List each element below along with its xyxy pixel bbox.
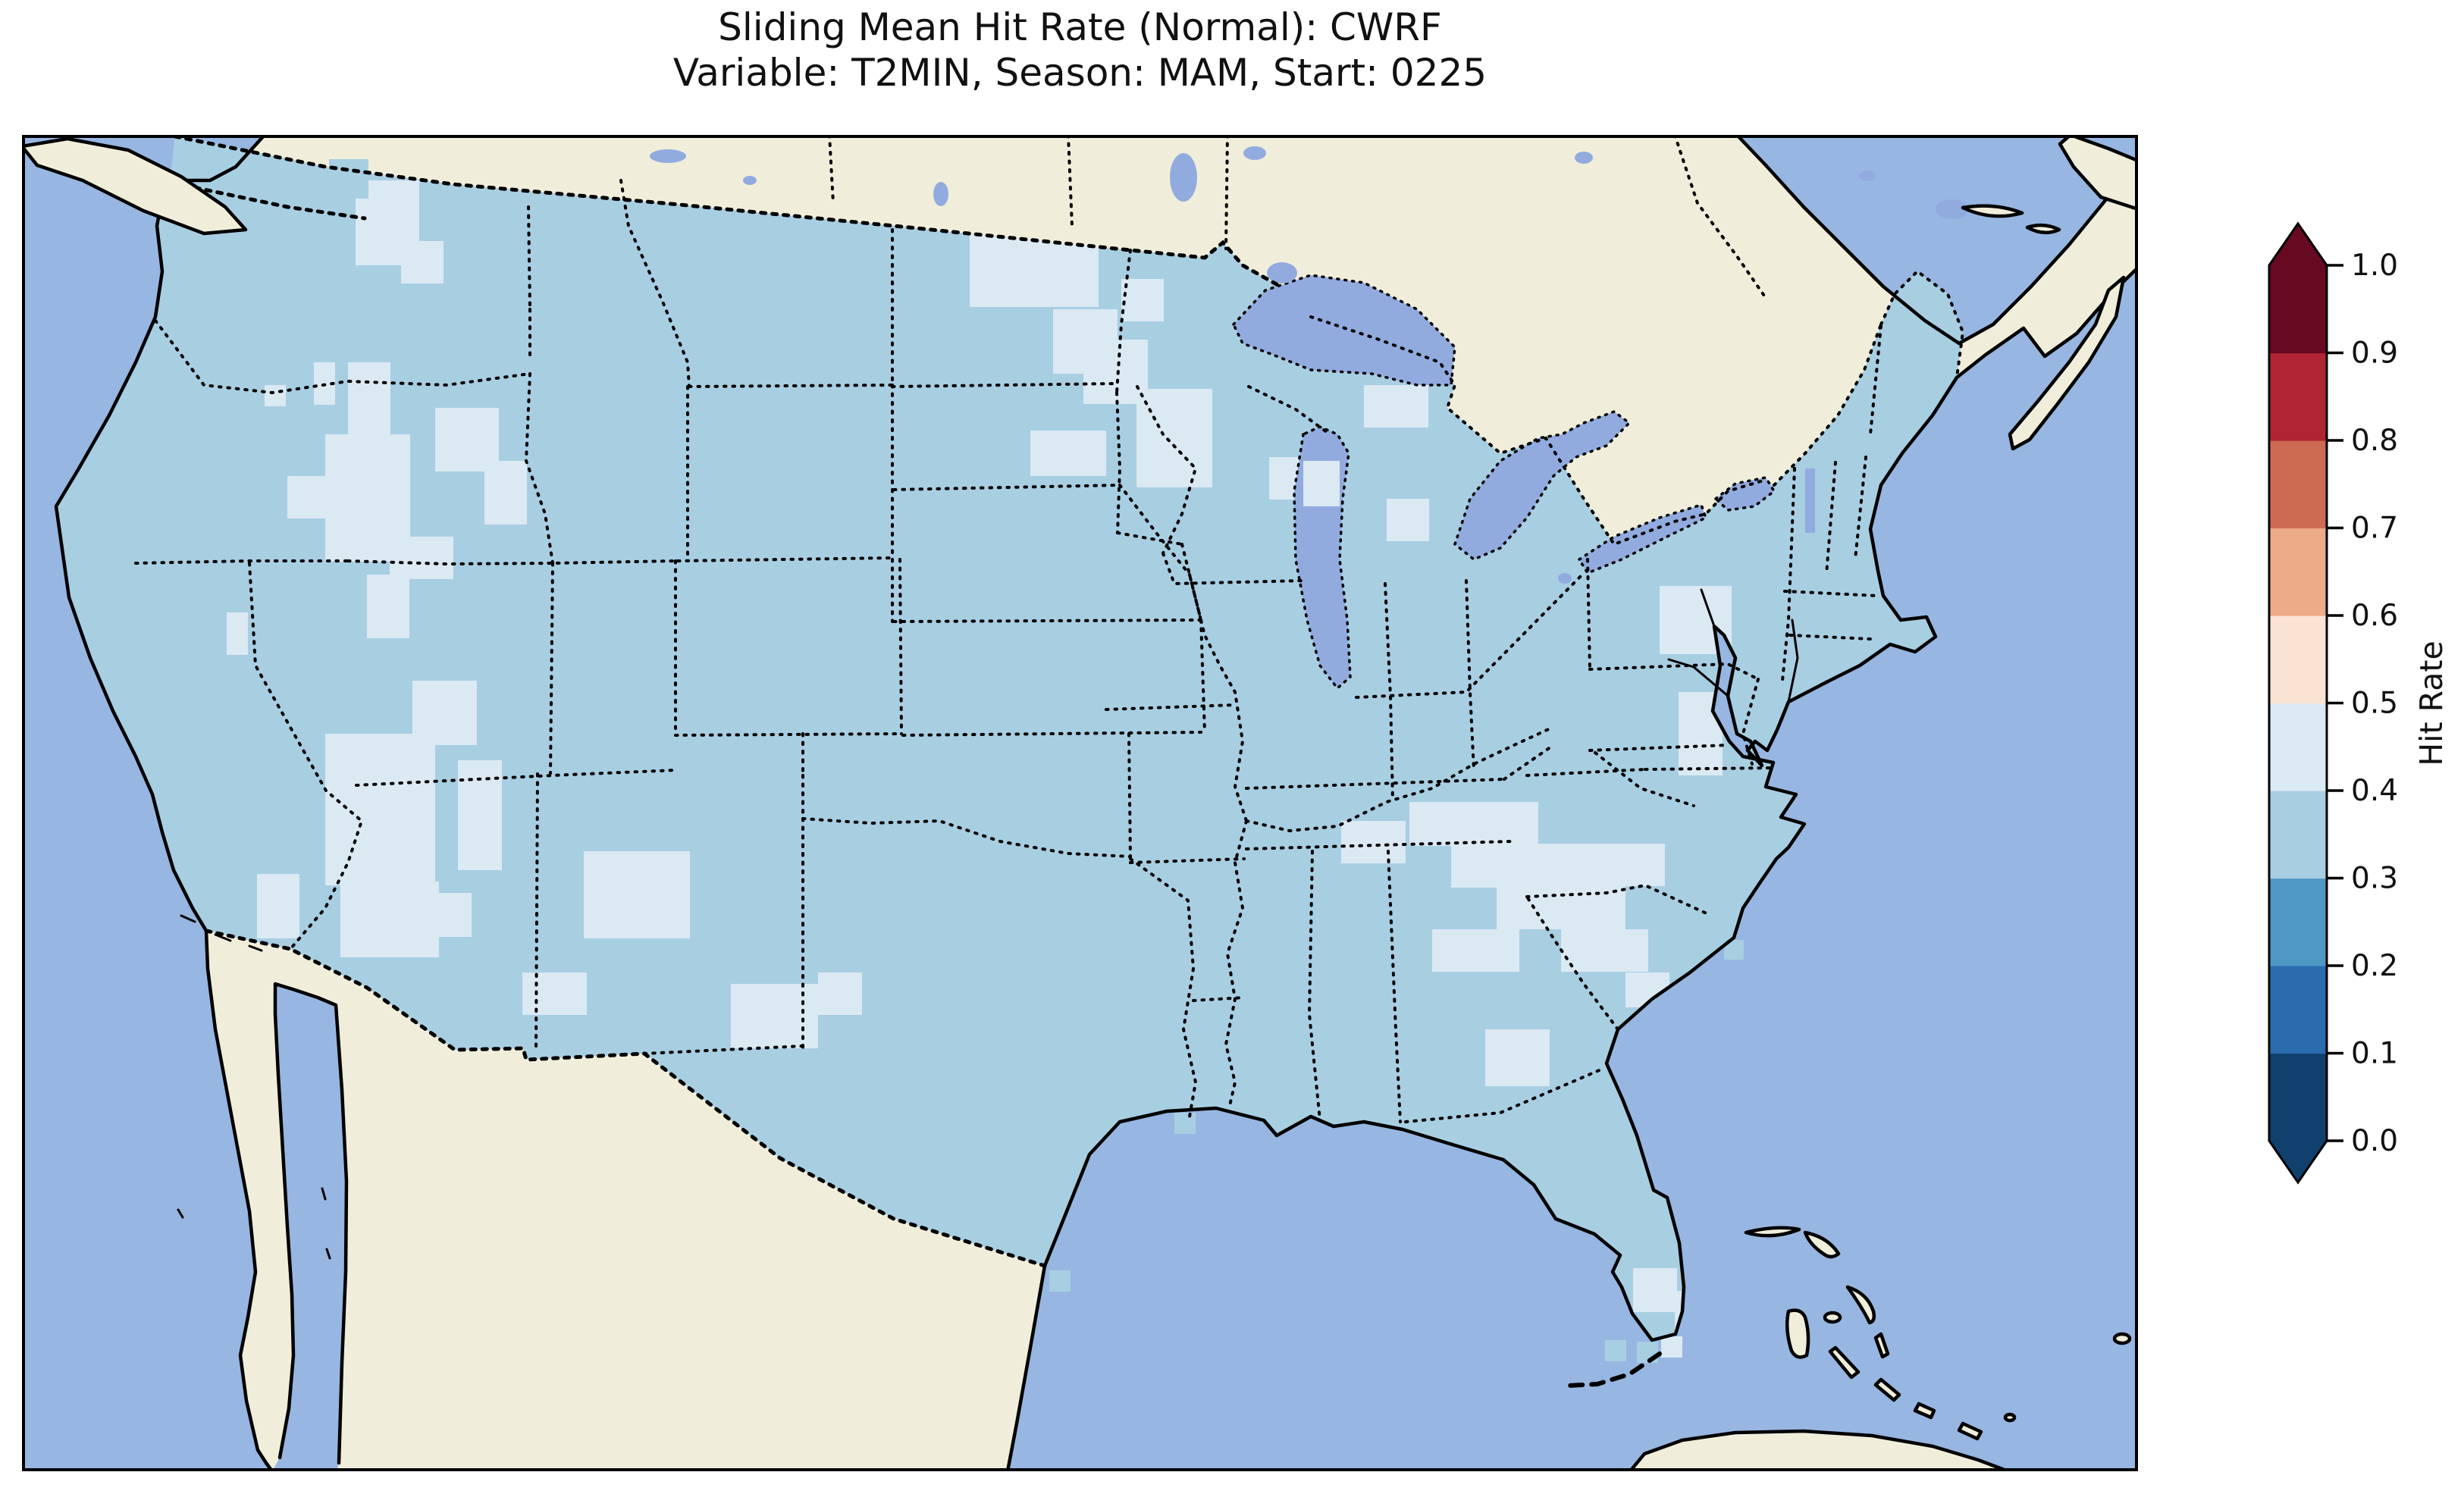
pacific-islets (177, 914, 331, 1260)
bahamas-islands (1744, 1226, 2132, 1441)
colorbar-tick-label: 0.3 (2351, 862, 2398, 896)
canada-small-lakes (650, 146, 1969, 283)
colorbar-segment (2269, 878, 2327, 966)
colorbar-segment (2269, 528, 2327, 616)
colorbar-tick-label: 0.0 (2351, 1124, 2398, 1158)
colorbar-svg: 0.0 0.1 0.2 0.3 0.4 0.5 0.6 0.7 0.8 0.9 1.0 (2268, 221, 2398, 1185)
anticosti-island (1961, 204, 2024, 218)
map-canvas (22, 135, 2138, 1471)
map-svg (22, 135, 2138, 1471)
colorbar-segment (2269, 791, 2327, 879)
colorbar-over-arrow (2269, 224, 2327, 265)
stray-cells (272, 159, 1744, 1363)
st-lawrence-gulf (1737, 135, 2138, 343)
title-line-1: Sliding Mean Hit Rate (Normal): CWRF (718, 5, 1442, 49)
newfoundland (2058, 135, 2138, 211)
colorbar-segment (2269, 703, 2327, 791)
lake-champlain (1805, 468, 1815, 533)
nova-scotia (2008, 275, 2126, 451)
colorbar-segment (2269, 352, 2327, 441)
figure-title: Sliding Mean Hit Rate (Normal): CWRF Var… (22, 5, 2138, 96)
colorbar-tick-label: 0.6 (2351, 599, 2398, 633)
prince-edward-island (2025, 223, 2061, 235)
map-frame (22, 135, 2138, 1471)
lake-st-clair (1558, 573, 1572, 584)
colorbar-tick-label: 0.7 (2351, 512, 2398, 546)
title-line-2: Variable: T2MIN, Season: MAM, Start: 022… (672, 51, 1487, 95)
colorbar-under-arrow (2269, 1141, 2327, 1182)
colorbar-segment (2269, 966, 2327, 1054)
colorbar: 0.0 0.1 0.2 0.3 0.4 0.5 0.6 0.7 0.8 0.9 1.0 (2244, 212, 2464, 1220)
colorbar-segment (2269, 440, 2327, 529)
colorbar-tick-label: 0.8 (2351, 424, 2398, 458)
lake-superior (1231, 274, 1456, 387)
colorbar-tick-label: 0.5 (2351, 687, 2398, 721)
colorbar-tick-label: 0.9 (2351, 337, 2398, 371)
colorbar-tick-label: 0.1 (2351, 1037, 2398, 1071)
colorbar-tick-label: 0.4 (2351, 774, 2398, 808)
colorbar-tick-label: 1.0 (2351, 249, 2398, 283)
cuba (1628, 1429, 2011, 1471)
colorbar-segment (2269, 615, 2327, 704)
state-borders (134, 135, 1965, 1123)
colorbar-segment (2269, 265, 2327, 354)
coastline-mainland (54, 135, 2138, 1471)
colorbar-axis-label: Hit Rate (2413, 641, 2450, 766)
lake-huron (1453, 410, 1632, 562)
lake-ontario (1713, 476, 1776, 512)
vancouver-island (22, 136, 248, 236)
colorbar-segment (2269, 1053, 2327, 1142)
us-mexico-border (204, 929, 1047, 1268)
florida-keys (1566, 1351, 1662, 1388)
colorbar-tick-label: 0.2 (2351, 949, 2398, 983)
